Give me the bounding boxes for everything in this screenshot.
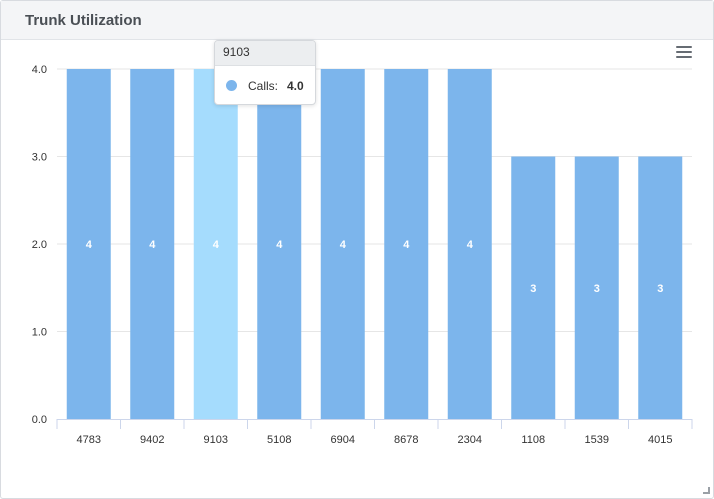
tooltip-series-dot [226, 80, 237, 91]
tooltip-value: 4.0 [287, 79, 304, 93]
x-tick-label: 4015 [648, 434, 672, 446]
hamburger-menu-icon[interactable] [676, 46, 692, 58]
x-tick-label: 6904 [331, 434, 355, 446]
x-tick-label: 5108 [267, 434, 291, 446]
bar [130, 69, 175, 419]
data-label: 3 [594, 283, 600, 295]
bar [511, 156, 556, 419]
bar [574, 156, 619, 419]
data-label: 3 [530, 283, 536, 295]
data-label: 3 [657, 283, 663, 295]
x-tick-label: 1108 [521, 434, 545, 446]
bar [638, 156, 683, 419]
panel-header: Trunk Utilization [1, 1, 713, 40]
x-tick-label: 9402 [140, 434, 164, 446]
x-tick-label: 9103 [204, 434, 228, 446]
data-label: 4 [86, 239, 93, 251]
data-label: 4 [213, 239, 220, 251]
bar [66, 69, 111, 419]
bar [193, 69, 238, 419]
resize-grip[interactable] [703, 487, 710, 494]
data-label: 4 [149, 239, 156, 251]
data-label: 4 [340, 239, 347, 251]
bar [320, 69, 365, 419]
data-label: 4 [467, 239, 474, 251]
tooltip-series-label: Calls: [248, 79, 279, 93]
x-tick-label: 8678 [394, 434, 418, 446]
y-tick-label: 1.0 [32, 327, 47, 339]
tooltip-category: 9103 [215, 41, 315, 66]
data-label: 4 [403, 239, 410, 251]
bar [257, 69, 302, 419]
y-tick-label: 0.0 [32, 414, 47, 426]
data-label: 4 [276, 239, 283, 251]
x-tick-label: 4783 [77, 434, 101, 446]
bar [384, 69, 429, 419]
panel-title: Trunk Utilization [25, 12, 142, 29]
x-tick-label: 1539 [585, 434, 609, 446]
y-tick-label: 2.0 [32, 239, 47, 251]
y-tick-label: 3.0 [32, 152, 47, 164]
x-tick-label: 2304 [458, 434, 482, 446]
y-tick-label: 4.0 [32, 64, 47, 76]
bar [447, 69, 492, 419]
chart-tooltip: 9103 Calls: 4.0 [214, 40, 316, 105]
